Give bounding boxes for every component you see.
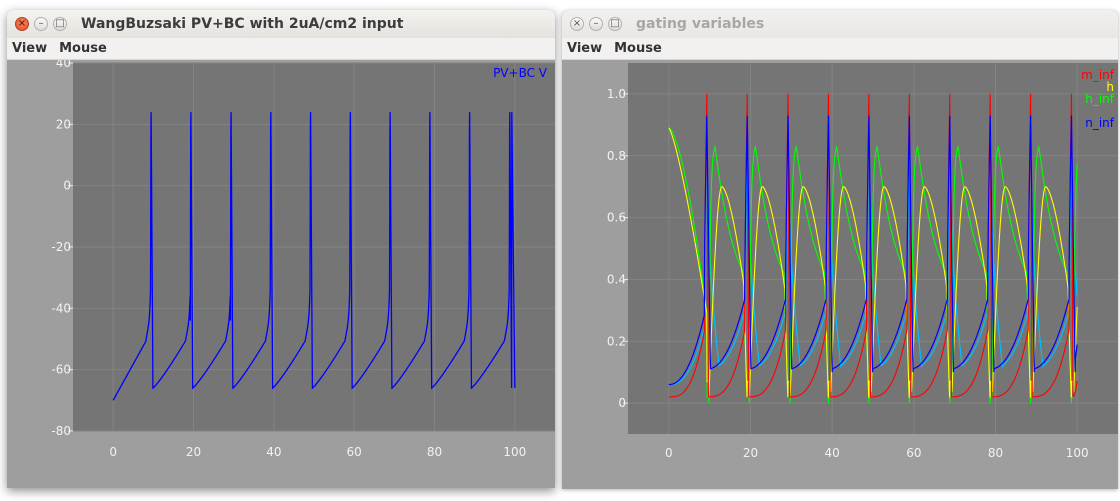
title-bar[interactable]: × – □ WangBuzsaki PV+BC with 2uA/cm2 inp… — [7, 10, 555, 38]
y-tick-label: 40 — [56, 60, 71, 70]
y-tick-label: -60 — [51, 363, 71, 377]
menu-bar: View Mouse — [562, 38, 1118, 60]
x-tick-label: 100 — [1066, 446, 1089, 460]
window-title: WangBuzsaki PV+BC with 2uA/cm2 input — [81, 16, 404, 32]
legend-label: h_inf — [1085, 92, 1115, 106]
y-tick-label: 0.8 — [607, 149, 626, 163]
x-tick-label: 0 — [109, 445, 117, 459]
y-tick-label: 0 — [618, 396, 626, 410]
gating-trace-m-inf — [668, 93, 1078, 398]
minimize-icon[interactable]: – — [589, 17, 603, 31]
x-tick-label: 100 — [503, 445, 526, 459]
gating-window: × – □ gating variables View Mouse 0 20 40 6… — [562, 10, 1118, 489]
maximize-icon[interactable]: □ — [53, 17, 67, 31]
y-tick-label: -20 — [51, 240, 71, 254]
maximize-icon[interactable]: □ — [608, 17, 622, 31]
menu-view[interactable]: View — [12, 41, 48, 56]
y-tick-label: -40 — [51, 301, 71, 315]
gating-trace-h-inf — [668, 127, 1078, 404]
title-bar[interactable]: × – □ gating variables — [562, 10, 1118, 38]
y-tick-label: 1.0 — [607, 87, 626, 101]
x-tick-label: 60 — [906, 446, 921, 460]
x-tick-label: 60 — [347, 445, 362, 459]
legend-label: PV+BC V — [493, 66, 548, 80]
y-tick-label: 0.4 — [607, 272, 626, 286]
close-icon[interactable]: × — [570, 17, 584, 31]
voltage-plot[interactable]: 0 20 40 60 80 100 40 20 0 -20 -40 -60 -80 PV+BC V — [7, 60, 555, 488]
menu-bar: View Mouse — [7, 38, 555, 60]
plot-area — [628, 63, 1118, 434]
y-tick-label: 20 — [56, 117, 71, 131]
x-tick-label: 0 — [665, 446, 673, 460]
x-tick-label: 80 — [988, 446, 1003, 460]
y-tick-label: 0.2 — [607, 334, 626, 348]
y-tick-label: 0.6 — [607, 211, 626, 225]
menu-mouse[interactable]: Mouse — [614, 41, 662, 56]
x-tick-label: 80 — [427, 445, 442, 459]
menu-view[interactable]: View — [567, 41, 603, 56]
minimize-icon[interactable]: – — [34, 17, 48, 31]
window-title: gating variables — [636, 16, 765, 32]
voltage-trace — [112, 112, 516, 401]
gating-trace-h — [668, 127, 1078, 398]
x-tick-label: 20 — [743, 446, 758, 460]
gating-trace-n-inf — [668, 115, 1078, 386]
y-tick-label: 0 — [63, 179, 71, 193]
x-tick-label: 40 — [266, 445, 281, 459]
y-tick-label: -80 — [51, 424, 71, 438]
x-tick-label: 20 — [186, 445, 201, 459]
legend-label: m_inf — [1081, 68, 1115, 82]
menu-mouse[interactable]: Mouse — [59, 41, 107, 56]
voltage-window: × – □ WangBuzsaki PV+BC with 2uA/cm2 inp… — [7, 10, 555, 488]
legend-label: h — [1106, 80, 1114, 94]
gating-plot[interactable]: 0 20 40 60 80 100 1.0 0.8 0.6 0.4 0.2 0 m_infhh_infn… — [562, 60, 1118, 489]
legend-label: n_inf — [1085, 116, 1115, 130]
x-tick-label: 40 — [825, 446, 840, 460]
close-icon[interactable]: × — [15, 17, 29, 31]
gating-trace-cyan — [668, 124, 1078, 386]
